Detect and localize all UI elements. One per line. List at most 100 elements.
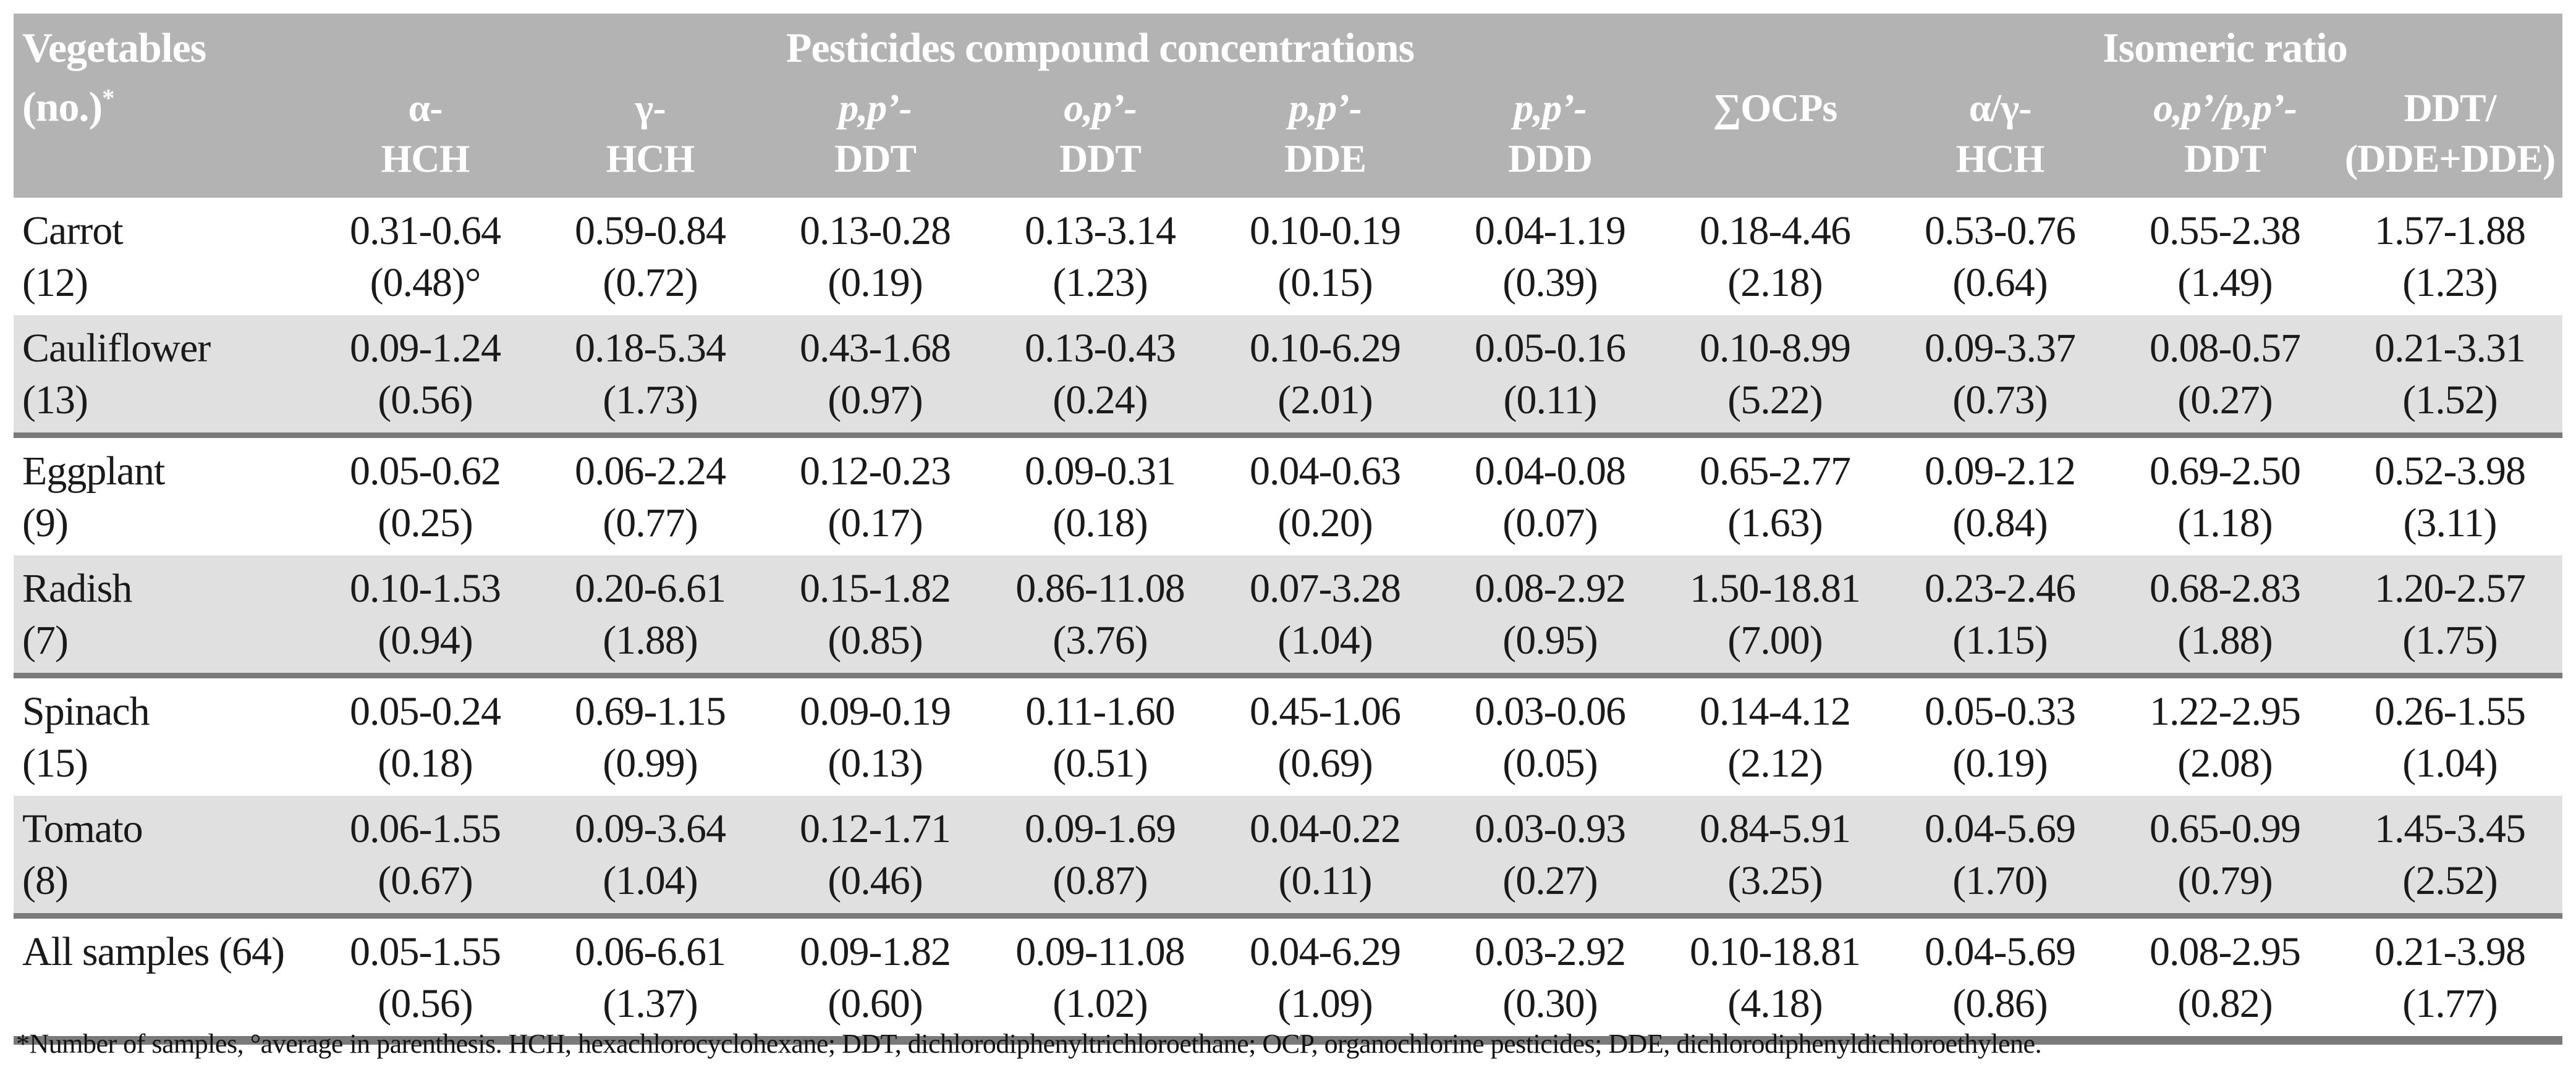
data-cell: 0.69-1.15 (0.99): [575, 689, 726, 786]
data-cell: 0.12-1.71 (0.46): [763, 796, 988, 919]
row-label: Tomato (8): [14, 796, 313, 919]
data-cell: 0.13-0.43 (0.24): [988, 315, 1213, 438]
data-cell: 0.11-1.60 (0.51): [1025, 689, 1176, 786]
table-header: Vegetables (no.)* Pesticides compound co…: [14, 14, 2563, 198]
data-cell: 0.03-0.93 (0.27): [1438, 796, 1663, 919]
data-cell: 1.45-3.45 (2.52): [2337, 796, 2563, 919]
col-header-op-ddt: o,p’- DDT: [988, 82, 1213, 198]
corner-line2: (no.)*: [22, 83, 115, 130]
col-header-ddt-dde-ratio: DDT/ (DDE+DDE): [2337, 82, 2563, 198]
data-cell: 0.05-0.62 (0.25): [350, 449, 501, 546]
data-cell: 0.43-1.68 (0.97): [763, 315, 988, 438]
data-cell: 0.53-0.76 (0.64): [1925, 208, 2076, 305]
data-cell: 0.26-1.55 (1.04): [2375, 689, 2526, 786]
data-cell: 0.09-11.08 (1.02): [1015, 929, 1185, 1026]
row-label: All samples (64): [22, 929, 285, 974]
pesticide-concentration-table: Vegetables (no.)* Pesticides compound co…: [14, 14, 2563, 1045]
data-cell: 0.04-1.19 (0.39): [1475, 208, 1626, 305]
data-cell: 0.10-18.81 (4.18): [1690, 929, 1861, 1026]
data-cell: 0.03-2.92 (0.30): [1475, 929, 1626, 1026]
table-row: All samples (64) 0.05-1.55 (0.56) 0.06-6.61…: [14, 916, 2562, 1041]
col-header-a-hch: α- HCH: [313, 82, 538, 198]
data-cell: 0.12-0.23 (0.17): [800, 449, 951, 546]
row-label: Cauliflower (13): [14, 315, 313, 438]
group-header-row: Vegetables (no.)* Pesticides compound co…: [14, 14, 2563, 198]
data-cell: 0.59-0.84 (0.72): [575, 208, 726, 305]
table-row: Carrot (12) 0.31-0.64 (0.48)° 0.59-0.84 (0.72…: [14, 198, 2562, 315]
data-cell: 0.21-3.98 (1.77): [2375, 929, 2526, 1026]
data-cell: 0.23-2.46 (1.15): [1888, 555, 2113, 678]
data-cell: 1.22-2.95 (2.08): [2150, 689, 2301, 786]
data-cell: 0.31-0.64 (0.48)°: [350, 208, 501, 305]
data-cell: 0.15-1.82 (0.85): [763, 555, 988, 678]
data-cell: 0.09-3.37 (0.73): [1888, 315, 2113, 438]
footnote-asterisk: *: [102, 84, 114, 112]
data-cell: 0.09-1.24 (0.56): [313, 315, 538, 438]
data-cell: 0.06-2.24 (0.77): [575, 449, 726, 546]
column-header-row: α- HCH γ- HCH p,p’- DDT o,p’- DDT p,p’-: [14, 82, 2563, 198]
row-label: Spinach (15): [22, 689, 150, 786]
table-row: Eggplant (9) 0.05-0.62 (0.25) 0.06-2.24 (0.77…: [14, 436, 2562, 556]
data-cell: 0.65-2.77 (1.63): [1700, 449, 1851, 546]
data-cell: 1.57-1.88 (1.23): [2375, 208, 2526, 305]
data-cell: 0.20-6.61 (1.88): [538, 555, 763, 678]
data-cell: 0.05-0.16 (0.11): [1438, 315, 1663, 438]
data-cell: 0.08-2.92 (0.95): [1438, 555, 1663, 678]
data-cell: 0.05-1.55 (0.56): [350, 929, 501, 1026]
data-cell: 0.04-6.29 (1.09): [1250, 929, 1401, 1026]
table-row: Spinach (15) 0.05-0.24 (0.18) 0.69-1.15 (0.99…: [14, 676, 2562, 796]
data-cell: 0.52-3.98 (3.11): [2375, 449, 2526, 546]
data-cell: 0.03-0.06 (0.05): [1475, 689, 1626, 786]
group-header-pesticides: Pesticides compound concentrations: [313, 14, 1888, 82]
col-header-sum-ocps: ∑OCPs: [1663, 82, 1888, 198]
data-cell: 0.18-5.34 (1.73): [538, 315, 763, 438]
row-label: Eggplant (9): [22, 449, 165, 546]
data-cell: 0.13-0.28 (0.19): [800, 208, 951, 305]
data-cell: 0.45-1.06 (0.69): [1250, 689, 1401, 786]
row-label: Radish (7): [14, 555, 313, 678]
col-header-pp-dde: p,p’- DDE: [1213, 82, 1438, 198]
group-header-isomeric: Isomeric ratio: [1888, 14, 2563, 82]
data-cell: 0.09-2.12 (0.84): [1925, 449, 2076, 546]
row-label: Carrot (12): [22, 208, 124, 305]
data-cell: 0.21-3.31 (1.52): [2337, 315, 2563, 438]
data-cell: 0.84-5.91 (3.25): [1663, 796, 1888, 919]
data-cell: 0.04-5.69 (0.86): [1925, 929, 2076, 1026]
data-cell: 0.18-4.46 (2.18): [1700, 208, 1851, 305]
data-cell: 1.50-18.81 (7.00): [1663, 555, 1888, 678]
corner-header-vegetables: Vegetables (no.)*: [14, 14, 313, 198]
table-footnote: *Number of samples, °average in parenthe…: [16, 1029, 2042, 1059]
data-cell: 0.04-5.69 (1.70): [1888, 796, 2113, 919]
data-cell: 0.10-1.53 (0.94): [313, 555, 538, 678]
data-cell: 0.04-0.08 (0.07): [1475, 449, 1626, 546]
data-cell: 0.68-2.83 (1.88): [2112, 555, 2338, 678]
table-row: Cauliflower (13) 0.09-1.24 (0.56) 0.18-5.34(…: [14, 315, 2563, 438]
data-cell: 0.14-4.12 (2.12): [1700, 689, 1851, 786]
col-header-g-hch: γ- HCH: [538, 82, 763, 198]
data-cell: 0.06-6.61 (1.37): [575, 929, 726, 1026]
data-cell: 0.04-0.63 (0.20): [1250, 449, 1401, 546]
data-cell: 0.69-2.50 (1.18): [2150, 449, 2301, 546]
data-cell: 0.09-3.64 (1.04): [538, 796, 763, 919]
data-cell: 0.86-11.08 (3.76): [988, 555, 1213, 678]
data-cell: 0.07-3.28 (1.04): [1213, 555, 1438, 678]
data-cell: 1.20-2.57 (1.75): [2337, 555, 2563, 678]
table-body: Carrot (12) 0.31-0.64 (0.48)° 0.59-0.84 (0.72…: [14, 198, 2563, 1041]
data-cell: 0.05-0.33 (0.19): [1925, 689, 2076, 786]
data-cell: 0.10-0.19 (0.15): [1250, 208, 1401, 305]
col-header-op-pp-ddt-ratio: o,p’/p,p’- DDT: [2112, 82, 2338, 198]
data-cell: 0.13-3.14 (1.23): [1025, 208, 1176, 305]
data-cell: 0.09-1.82 (0.60): [800, 929, 951, 1026]
data-cell: 0.55-2.38 (1.49): [2150, 208, 2301, 305]
col-header-ag-hch: α/γ- HCH: [1888, 82, 2113, 198]
data-cell: 0.65-0.99 (0.79): [2112, 796, 2338, 919]
table-row: Radish (7) 0.10-1.53 (0.94) 0.20-6.61 (1.88) 0…: [14, 555, 2563, 678]
data-cell: 0.05-0.24 (0.18): [350, 689, 501, 786]
col-header-pp-ddt: p,p’- DDT: [763, 82, 988, 198]
data-cell: 0.06-1.55 (0.67): [313, 796, 538, 919]
data-cell: 0.10-6.29 (2.01): [1213, 315, 1438, 438]
data-cell: 0.08-0.57 (0.27): [2112, 315, 2338, 438]
table-row: Tomato (8) 0.06-1.55 (0.67) 0.09-3.64 (1.04) 0…: [14, 796, 2563, 919]
data-cell: 0.10-8.99 (5.22): [1663, 315, 1888, 438]
